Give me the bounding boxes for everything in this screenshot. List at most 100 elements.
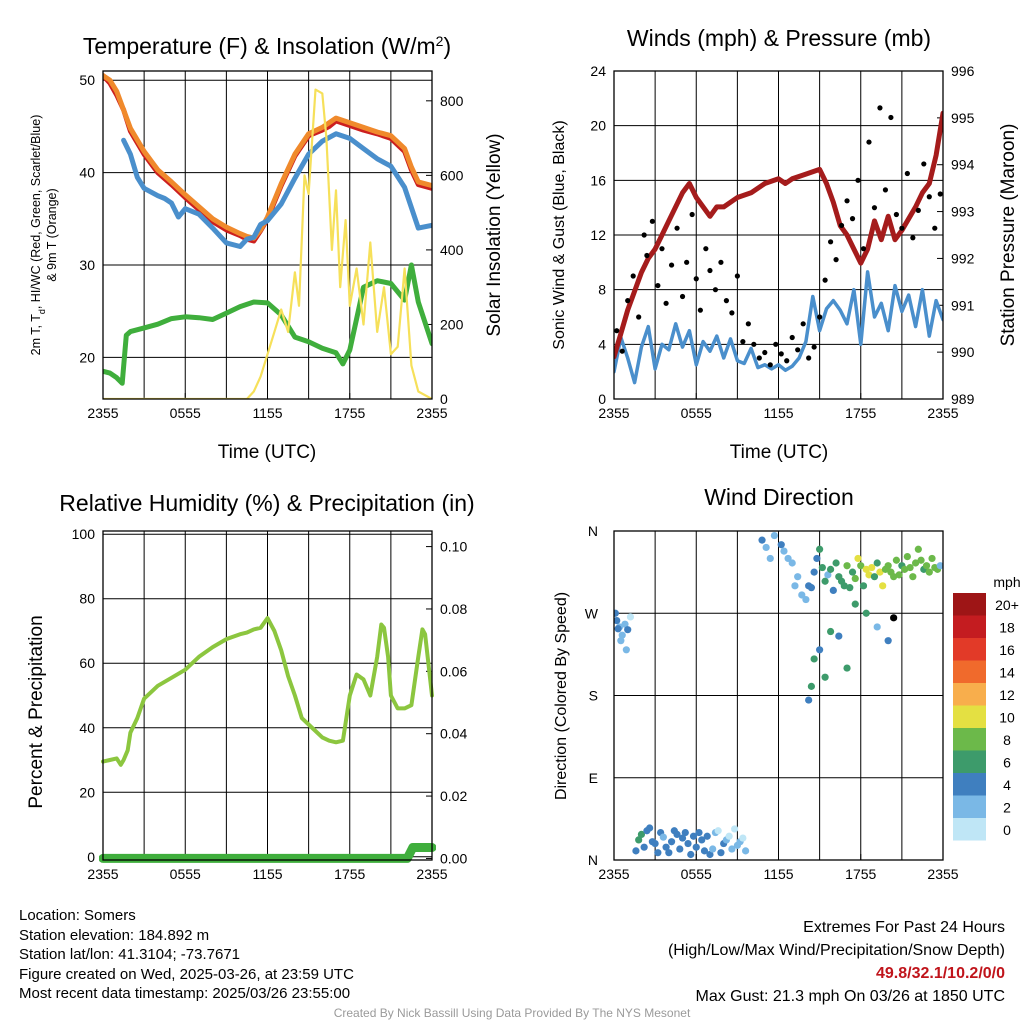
gust-point bbox=[723, 298, 730, 304]
legend-swatch bbox=[953, 615, 986, 638]
gust-point bbox=[882, 187, 889, 193]
wind-direction-point bbox=[818, 563, 826, 572]
wind-direction-point bbox=[637, 830, 646, 839]
wind-direction-point bbox=[884, 637, 892, 645]
y2-axis-label: Station Pressure (Maroon) bbox=[998, 124, 1019, 347]
x-tick-label: 1155 bbox=[252, 866, 282, 882]
wind-direction-point bbox=[788, 559, 796, 567]
x-tick-label: 1755 bbox=[334, 405, 365, 421]
series-temp_9m bbox=[103, 73, 432, 241]
legend-label: 4 bbox=[1003, 777, 1011, 793]
y-tick-label: N bbox=[588, 523, 598, 539]
legend-swatch bbox=[953, 593, 986, 616]
wind-direction-point bbox=[890, 614, 898, 622]
legend-label: 2 bbox=[1003, 800, 1011, 816]
location-text: Location: Somers bbox=[19, 907, 136, 924]
y-tick-label: 0 bbox=[598, 391, 606, 407]
series-group bbox=[614, 531, 943, 859]
x-tick-label: 2355 bbox=[416, 866, 447, 882]
y2-tick-label: 0 bbox=[440, 391, 448, 407]
y2-tick-label: 800 bbox=[440, 93, 464, 109]
gust-point bbox=[762, 349, 768, 356]
gust-point bbox=[789, 334, 795, 341]
y-axis-label: 2m T, Td, HI/WC (Red, Green, Scarlet/Blu… bbox=[29, 115, 47, 356]
gust-point bbox=[684, 259, 690, 265]
gust-point bbox=[871, 205, 878, 211]
y-tick-label: N bbox=[588, 852, 598, 868]
temperature-insolation-panel: 2355 0555 1155 1755 2355 20 30 40 50 0 200 400 600 80… bbox=[29, 33, 505, 463]
x-tick-label: 0555 bbox=[170, 405, 201, 421]
wind-direction-point bbox=[689, 832, 698, 840]
wind-direction-point bbox=[698, 836, 706, 844]
extremes-info: Extremes For Past 24 Hours (High/Low/Max… bbox=[668, 916, 1005, 1008]
gust-point bbox=[767, 362, 773, 368]
y-tick-label: 24 bbox=[590, 63, 606, 79]
y2-tick-label: 996 bbox=[951, 63, 975, 79]
series-relative_humidity bbox=[101, 616, 434, 767]
wind-direction-point bbox=[879, 582, 887, 590]
y-tick-label: 12 bbox=[590, 227, 606, 243]
wind-direction-point bbox=[810, 655, 818, 663]
gust-point bbox=[910, 235, 916, 241]
chart-title: Wind Direction bbox=[704, 484, 854, 510]
wind-direction-point bbox=[614, 625, 622, 633]
gust-point bbox=[844, 198, 850, 204]
gust-point bbox=[866, 139, 872, 145]
wind-direction-point bbox=[632, 847, 640, 855]
y2-tick-label: 0.02 bbox=[440, 788, 467, 804]
legend-label: 10 bbox=[999, 710, 1015, 726]
plot-border bbox=[613, 530, 944, 861]
gust-point bbox=[822, 277, 828, 283]
legend-label: 16 bbox=[999, 642, 1015, 658]
x-tick-label: 1155 bbox=[763, 866, 793, 882]
wind-direction-point bbox=[706, 850, 714, 859]
y-axis-label: Direction (Colored By Speed) bbox=[553, 592, 570, 800]
gust-point bbox=[703, 246, 709, 252]
wind-direction-point bbox=[884, 562, 892, 570]
gust-point bbox=[734, 273, 740, 279]
legend-swatch bbox=[953, 660, 986, 683]
series-group bbox=[99, 616, 436, 863]
wind-direction-point bbox=[646, 824, 654, 832]
plot-border bbox=[102, 530, 433, 861]
wind-direction-point bbox=[617, 637, 625, 645]
y2-tick-label: 989 bbox=[951, 391, 975, 407]
max-gust-text: Max Gust: 21.3 mph On 03/26 at 1850 UTC bbox=[695, 988, 1006, 1005]
wind-direction-point bbox=[681, 828, 689, 837]
legend-swatch bbox=[953, 818, 986, 841]
wind-direction-point bbox=[843, 562, 851, 570]
legend-label: 12 bbox=[999, 687, 1015, 703]
wind-direction-point bbox=[876, 568, 884, 576]
y2-tick-label: 0.00 bbox=[440, 850, 467, 866]
x-axis-label: Time (UTC) bbox=[730, 442, 829, 463]
x-tick-label: 2355 bbox=[927, 405, 958, 421]
wind-direction-point bbox=[673, 830, 681, 839]
series-group bbox=[103, 73, 432, 399]
wind-direction-point bbox=[865, 571, 873, 579]
wind-direction-point bbox=[802, 595, 810, 604]
x-tick-label: 0555 bbox=[681, 866, 712, 882]
y-tick-label: E bbox=[589, 770, 598, 786]
wind-direction-point bbox=[654, 849, 662, 857]
series-precipitation bbox=[99, 843, 436, 863]
gust-point bbox=[668, 262, 675, 268]
gust-point bbox=[932, 225, 938, 231]
gust-point bbox=[636, 314, 642, 320]
wind-direction-point bbox=[770, 531, 778, 540]
wind-direction-point bbox=[692, 843, 700, 851]
gust-point bbox=[800, 321, 806, 327]
legend-label: 20+ bbox=[995, 597, 1019, 613]
y2-tick-label: 400 bbox=[440, 242, 464, 258]
y-tick-label: 8 bbox=[598, 282, 606, 298]
gust-point bbox=[811, 344, 817, 350]
wind-direction-point bbox=[703, 832, 711, 840]
wind-direction-point bbox=[798, 591, 806, 599]
wind-direction-point bbox=[626, 613, 635, 621]
x-tick-label: 2355 bbox=[87, 405, 118, 421]
wind-direction-point bbox=[829, 586, 837, 595]
gust-point bbox=[926, 194, 932, 200]
wind-direction-point bbox=[684, 839, 692, 848]
wind-direction-point bbox=[618, 631, 626, 639]
gust-point bbox=[827, 239, 834, 245]
wind-direction-point bbox=[614, 609, 619, 617]
